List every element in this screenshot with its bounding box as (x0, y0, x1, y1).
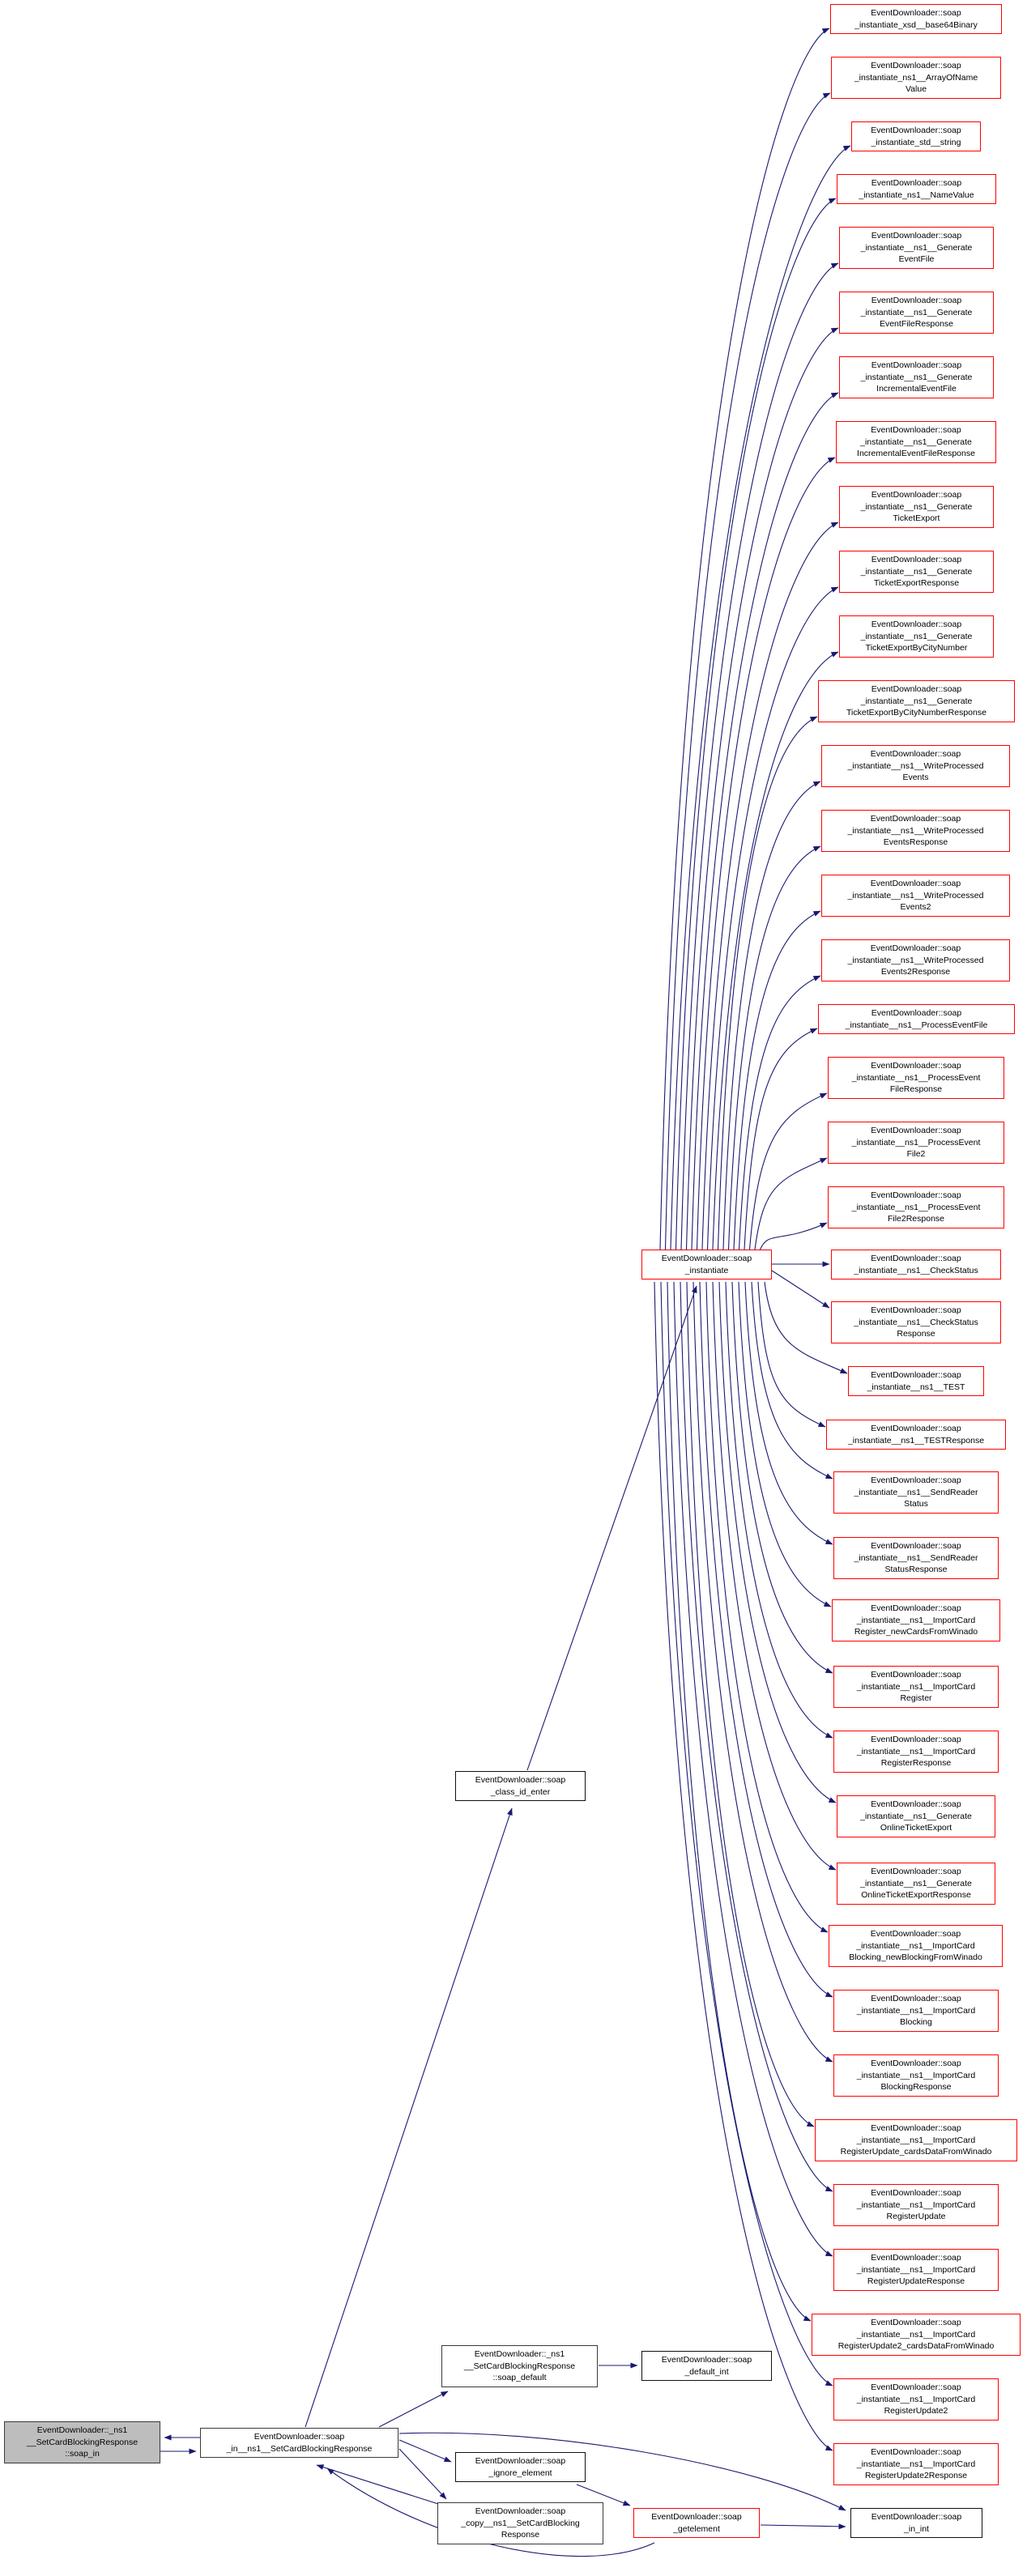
callee-node[interactable]: EventDownloader::soap _instantiate__ns1_… (828, 1186, 1004, 1228)
node-soap-class-id-enter[interactable]: EventDownloader::soap _class_id_enter (455, 1771, 586, 1802)
current-function-node: EventDownloader::_ns1 __SetCardBlockingR… (4, 2421, 160, 2463)
callee-node[interactable]: EventDownloader::soap _instantiate__ns1_… (828, 1122, 1004, 1164)
callee-node[interactable]: EventDownloader::soap _instantiate__ns1_… (818, 1004, 1015, 1035)
callee-node[interactable]: EventDownloader::soap _instantiate__ns1_… (832, 1599, 1000, 1641)
callee-node[interactable]: EventDownloader::soap _instantiate__ns1_… (833, 2054, 999, 2097)
callee-node[interactable]: EventDownloader::soap _instantiate__ns1_… (831, 1250, 1001, 1280)
node-soap-getelement[interactable]: EventDownloader::soap _getelement (633, 2508, 760, 2539)
callee-node[interactable]: EventDownloader::soap _instantiate__ns1_… (839, 227, 994, 269)
callee-node[interactable]: EventDownloader::soap _instantiate__ns1_… (837, 1795, 995, 1837)
callee-node[interactable]: EventDownloader::soap _instantiate_ns1__… (831, 57, 1001, 99)
callee-node[interactable]: EventDownloader::soap _instantiate__ns1_… (826, 1420, 1006, 1450)
callee-node[interactable]: EventDownloader::soap _instantiate__ns1_… (821, 810, 1010, 852)
callee-node[interactable]: EventDownloader::soap _instantiate__ns1_… (833, 2443, 999, 2485)
node-soap-copy-setcardblockingresponse[interactable]: EventDownloader::soap _copy__ns1__SetCar… (437, 2502, 603, 2544)
callee-node[interactable]: EventDownloader::soap _instantiate__ns1_… (821, 939, 1010, 981)
node-soap-in-ns1-setcardblockingresponse[interactable]: EventDownloader::soap _in__ns1__SetCardB… (200, 2428, 398, 2459)
callee-node[interactable]: EventDownloader::soap _instantiate__ns1_… (812, 2314, 1021, 2356)
node-soap-default-int[interactable]: EventDownloader::soap _default_int (641, 2351, 772, 2382)
callee-node[interactable]: EventDownloader::soap _instantiate_xsd__… (830, 4, 1002, 35)
callee-node[interactable]: EventDownloader::soap _instantiate__ns1_… (848, 1366, 984, 1397)
callee-node[interactable]: EventDownloader::soap _instantiate__ns1_… (833, 1731, 999, 1773)
callee-node[interactable]: EventDownloader::soap _instantiate__ns1_… (839, 486, 994, 528)
callee-node[interactable]: EventDownloader::soap _instantiate__ns1_… (839, 615, 994, 658)
node-soap-in-int[interactable]: EventDownloader::soap _in_int (850, 2508, 982, 2539)
callee-node[interactable]: EventDownloader::soap _instantiate__ns1_… (837, 1863, 995, 1905)
callee-node[interactable]: EventDownloader::soap _instantiate_ns1__… (837, 174, 996, 205)
callee-node[interactable]: EventDownloader::soap _instantiate__ns1_… (833, 1537, 999, 1579)
node-soap-ignore-element[interactable]: EventDownloader::soap _ignore_element (455, 2452, 586, 2483)
callee-node[interactable]: EventDownloader::soap _instantiate__ns1_… (839, 551, 994, 593)
callee-node[interactable]: EventDownloader::soap _instantiate__ns1_… (821, 875, 1010, 917)
node-soap-instantiate[interactable]: EventDownloader::soap _instantiate (641, 1250, 772, 1280)
callee-node[interactable]: EventDownloader::soap _instantiate__ns1_… (818, 680, 1015, 722)
callee-node[interactable]: EventDownloader::soap _instantiate__ns1_… (829, 1925, 1003, 1967)
node-soap-default[interactable]: EventDownloader::_ns1 __SetCardBlockingR… (441, 2345, 598, 2387)
callee-node[interactable]: EventDownloader::soap _instantiate_std__… (851, 121, 981, 152)
callee-node[interactable]: EventDownloader::soap _instantiate__ns1_… (833, 2249, 999, 2291)
callee-node[interactable]: EventDownloader::soap _instantiate__ns1_… (833, 1471, 999, 1514)
callee-node[interactable]: EventDownloader::soap _instantiate__ns1_… (828, 1057, 1004, 1099)
callee-node[interactable]: EventDownloader::soap _instantiate__ns1_… (833, 1990, 999, 2032)
callee-node[interactable]: EventDownloader::soap _instantiate__ns1_… (821, 745, 1010, 787)
callee-node[interactable]: EventDownloader::soap _instantiate__ns1_… (831, 1301, 1001, 1343)
callee-node[interactable]: EventDownloader::soap _instantiate__ns1_… (815, 2119, 1017, 2161)
callee-node[interactable]: EventDownloader::soap _instantiate__ns1_… (839, 292, 994, 334)
callee-node[interactable]: EventDownloader::soap _instantiate__ns1_… (836, 421, 996, 463)
callee-node[interactable]: EventDownloader::soap _instantiate__ns1_… (839, 356, 994, 398)
callee-node[interactable]: EventDownloader::soap _instantiate__ns1_… (833, 2184, 999, 2226)
callee-node[interactable]: EventDownloader::soap _instantiate__ns1_… (833, 2378, 999, 2421)
callee-node[interactable]: EventDownloader::soap _instantiate__ns1_… (833, 1666, 999, 1708)
